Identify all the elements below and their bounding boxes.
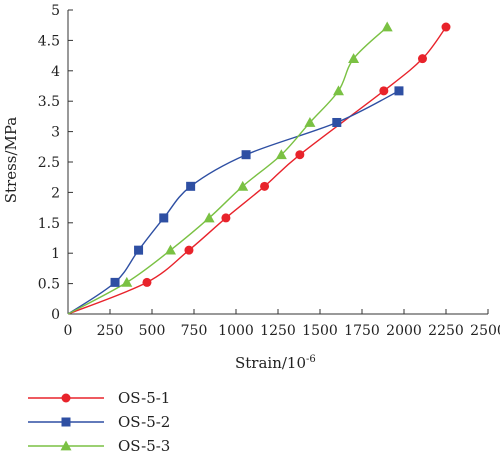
- data-point-os-5-1: [441, 22, 451, 32]
- data-point-os-5-3: [332, 85, 344, 96]
- x-axis-title-text: Strain/10: [235, 354, 306, 372]
- data-point-os-5-2: [134, 245, 144, 255]
- data-point-os-5-3: [121, 276, 133, 287]
- y-axis-title: Stress/MPa: [2, 117, 20, 204]
- x-tick-label: 1500: [302, 323, 338, 339]
- data-point-os-5-2: [186, 181, 196, 191]
- series-line-os-5-3: [67, 26, 388, 315]
- y-tick-label: 3: [51, 125, 60, 141]
- data-point-os-5-2: [241, 150, 251, 160]
- data-point-os-5-1: [184, 245, 194, 255]
- data-point-os-5-2: [394, 86, 404, 96]
- data-point-os-5-1: [417, 54, 427, 64]
- x-tick-label: 1250: [260, 323, 296, 339]
- data-point-os-5-2: [159, 213, 169, 223]
- legend-item-os-5-3: OS-5-3: [28, 437, 170, 455]
- x-tick-label: 750: [181, 323, 208, 339]
- y-tick-label: 4: [51, 64, 60, 80]
- legend-swatch-marker: [61, 417, 71, 427]
- data-point-os-5-3: [304, 116, 316, 127]
- legend-item-os-5-1: OS-5-1: [28, 389, 170, 407]
- data-point-os-5-2: [110, 277, 120, 287]
- x-tick-label: 0: [64, 323, 73, 339]
- x-tick-label: 1000: [218, 323, 254, 339]
- y-tick-label: 3.5: [38, 94, 60, 110]
- data-point-os-5-3: [348, 53, 360, 64]
- curves: [67, 26, 447, 315]
- axes: 0 250 500 750 1000 1250 1500 1750 2000 2250 250 0 0…: [38, 3, 500, 339]
- data-point-os-5-2: [332, 117, 342, 127]
- y-tick-label: 2.5: [38, 155, 60, 171]
- legend-label: OS-5-1: [118, 389, 170, 407]
- legend: OS-5-1 OS-5-2 OS-5-3: [28, 389, 170, 455]
- y-tick-label: 1.5: [38, 216, 60, 232]
- data-point-os-5-3: [381, 21, 393, 32]
- markers: [110, 21, 451, 287]
- legend-swatch-marker: [61, 393, 71, 403]
- x-tick-label: 2000: [386, 323, 422, 339]
- y-tick-label: 5: [51, 3, 60, 19]
- data-point-os-5-1: [295, 150, 305, 160]
- y-tick-label: 4.5: [38, 33, 60, 49]
- x-tick-label: 250: [97, 323, 124, 339]
- legend-label: OS-5-2: [118, 413, 170, 431]
- data-point-os-5-3: [203, 212, 215, 223]
- data-point-os-5-1: [221, 213, 231, 223]
- data-point-os-5-1: [260, 181, 270, 191]
- y-tick-label: 0: [51, 307, 60, 323]
- y-ticks: 0 0.5 1 1.5 2 2.5 3 3.5 4 4.5 5: [38, 3, 73, 323]
- y-tick-label: 2: [51, 185, 60, 201]
- data-point-os-5-3: [275, 149, 287, 160]
- y-tick-label: 0.5: [38, 277, 60, 293]
- x-tick-label: 2250: [428, 323, 464, 339]
- data-point-os-5-1: [142, 277, 152, 287]
- x-tick-label: 500: [139, 323, 166, 339]
- x-axis-title-superscript: -6: [306, 354, 316, 365]
- data-point-os-5-3: [237, 180, 249, 191]
- x-tick-label: 1750: [344, 323, 380, 339]
- legend-swatch-marker: [60, 440, 72, 451]
- legend-item-os-5-2: OS-5-2: [28, 413, 170, 431]
- y-tick-label: 1: [51, 246, 60, 262]
- x-axis-title: Strain/10-6: [235, 354, 316, 372]
- data-point-os-5-1: [379, 86, 389, 96]
- legend-label: OS-5-3: [118, 437, 170, 455]
- data-point-os-5-3: [164, 244, 176, 255]
